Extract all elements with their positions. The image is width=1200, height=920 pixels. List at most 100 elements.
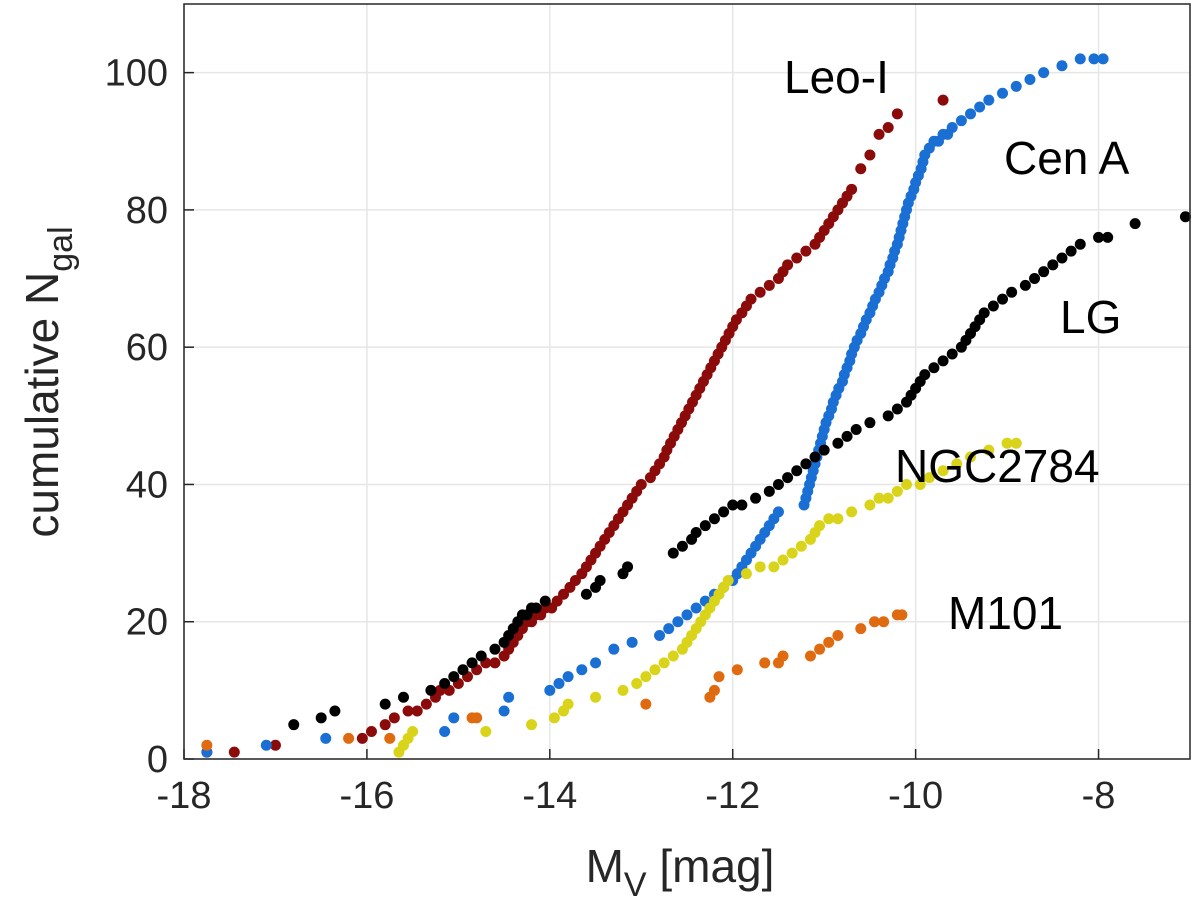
data-point-lg bbox=[425, 684, 437, 696]
data-point-ngc2784 bbox=[640, 671, 652, 683]
data-point-leo-i bbox=[864, 149, 876, 161]
data-point-ngc2784 bbox=[846, 506, 858, 518]
data-point-ngc2784 bbox=[754, 561, 766, 573]
data-point-leo-i bbox=[558, 588, 570, 600]
data-point-lg bbox=[1179, 211, 1191, 223]
data-point-leo-i bbox=[800, 245, 812, 257]
x-tick-label: -14 bbox=[522, 775, 577, 817]
data-point-leo-i bbox=[754, 286, 766, 298]
data-point-lg bbox=[667, 547, 679, 559]
data-point-cen-a bbox=[690, 602, 702, 614]
data-point-lg bbox=[997, 293, 1009, 305]
x-tick-label: -8 bbox=[1082, 775, 1116, 817]
data-point-ngc2784 bbox=[631, 678, 643, 689]
data-point-m101 bbox=[814, 643, 826, 655]
data-point-lg bbox=[937, 355, 949, 367]
y-tick-label: 60 bbox=[126, 327, 168, 369]
data-point-ngc2784 bbox=[900, 478, 912, 490]
data-point-lg bbox=[466, 657, 478, 669]
data-point-cen-a bbox=[663, 623, 675, 635]
data-point-ngc2784 bbox=[777, 554, 789, 566]
data-point-cen-a bbox=[590, 657, 602, 669]
data-point-cen-a bbox=[983, 94, 995, 106]
data-point-m101 bbox=[713, 671, 725, 683]
data-point-lg bbox=[832, 437, 844, 449]
x-tick-label: -16 bbox=[339, 775, 394, 817]
data-point-ngc2784 bbox=[548, 712, 560, 724]
data-point-lg bbox=[718, 506, 730, 518]
data-point-leo-i bbox=[937, 94, 949, 106]
label-leo-i: Leo-I bbox=[784, 51, 889, 103]
label-lg: LG bbox=[1060, 291, 1121, 343]
data-point-leo-i bbox=[420, 698, 432, 710]
data-point-ngc2784 bbox=[658, 657, 670, 669]
data-point-cen-a bbox=[320, 732, 332, 744]
plot-frame bbox=[183, 3, 1191, 760]
data-point-ngc2784 bbox=[823, 513, 835, 525]
data-point-lg bbox=[978, 307, 990, 319]
data-point-lg bbox=[622, 561, 634, 573]
tick-layer: -18 -16 -14 -12 -10 -8 0 20 40 60 80 100 bbox=[105, 53, 1116, 817]
data-point-cen-a bbox=[1056, 60, 1068, 72]
data-point-m101 bbox=[640, 698, 652, 710]
data-point-cen-a bbox=[772, 506, 784, 518]
x-tick-label: -12 bbox=[705, 775, 760, 817]
data-point-leo-i bbox=[228, 746, 240, 758]
data-point-lg bbox=[891, 403, 903, 415]
data-point-ngc2784 bbox=[617, 684, 629, 696]
data-point-ngc2784 bbox=[407, 726, 419, 738]
data-point-lg bbox=[1029, 273, 1041, 285]
data-point-lg bbox=[1047, 259, 1059, 271]
data-point-lg bbox=[850, 424, 862, 436]
y-tick-label: 0 bbox=[147, 739, 168, 781]
data-point-leo-i bbox=[891, 108, 903, 120]
data-point-cen-a bbox=[553, 678, 565, 689]
data-point-m101 bbox=[343, 732, 355, 744]
data-point-ngc2784 bbox=[795, 540, 807, 552]
data-point-leo-i bbox=[411, 705, 423, 717]
data-point-ngc2784 bbox=[590, 691, 602, 703]
data-point-leo-i bbox=[855, 163, 867, 175]
data-point-m101 bbox=[201, 739, 213, 751]
data-point-cen-a bbox=[955, 115, 967, 127]
data-point-leo-i bbox=[489, 657, 501, 669]
data-point-lg bbox=[946, 348, 958, 360]
data-point-cen-a bbox=[1074, 53, 1086, 65]
data-point-ngc2784 bbox=[786, 547, 798, 559]
y-axis-title-sub: gal bbox=[42, 226, 80, 271]
data-point-lg bbox=[457, 664, 469, 676]
grid-lines bbox=[183, 4, 1190, 760]
data-point-ngc2784 bbox=[562, 698, 574, 710]
data-point-lg bbox=[1065, 245, 1077, 257]
data-point-lg bbox=[791, 465, 803, 477]
data-point-lg bbox=[708, 513, 720, 525]
data-point-ngc2784 bbox=[923, 472, 935, 484]
data-point-cen-a bbox=[562, 671, 574, 683]
data-point-lg bbox=[439, 678, 451, 689]
data-point-lg bbox=[1038, 266, 1050, 278]
y-tick-label: 20 bbox=[126, 602, 168, 644]
data-point-lg bbox=[379, 698, 391, 710]
data-point-lg bbox=[1019, 279, 1031, 291]
data-point-lg bbox=[782, 472, 794, 484]
series-ngc2784 bbox=[393, 437, 1022, 758]
data-point-lg bbox=[580, 588, 592, 600]
data-point-leo-i bbox=[269, 739, 281, 751]
x-tick-label: -10 bbox=[888, 775, 943, 817]
x-axis-title-main: M bbox=[586, 840, 624, 892]
y-axis-title: cumulative Ngal bbox=[16, 226, 80, 537]
data-point-cen-a bbox=[965, 108, 977, 120]
data-point-lg bbox=[727, 499, 739, 511]
data-point-leo-i bbox=[551, 595, 563, 607]
data-point-leo-i bbox=[791, 252, 803, 264]
data-point-cen-a bbox=[1024, 74, 1036, 85]
series-layer bbox=[201, 53, 1191, 758]
x-axis-title-unit: [mag] bbox=[659, 840, 774, 892]
series-lg bbox=[288, 211, 1191, 731]
data-point-cen-a bbox=[503, 691, 515, 703]
data-point-lg bbox=[987, 300, 999, 312]
data-point-ngc2784 bbox=[951, 458, 963, 470]
data-point-ngc2784 bbox=[832, 513, 844, 525]
data-point-cen-a bbox=[974, 101, 986, 113]
data-point-lg bbox=[1006, 286, 1018, 298]
